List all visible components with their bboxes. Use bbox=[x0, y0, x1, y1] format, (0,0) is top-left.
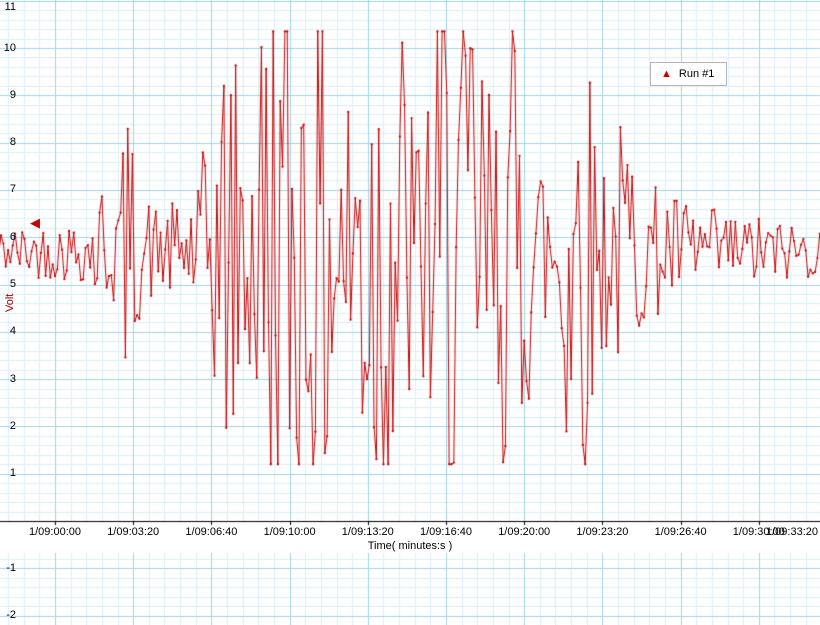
x-axis-title: Time( minutes:s ) bbox=[367, 540, 453, 552]
y-tick-label: 5 bbox=[9, 278, 16, 290]
x-tick-label: 1/09:03:20 bbox=[107, 526, 160, 538]
x-tick-label: 1/09:13:20 bbox=[341, 526, 394, 538]
axis-cursor-icon[interactable]: ◀ bbox=[30, 215, 40, 230]
x-tick-label: 1/09:33:20 bbox=[766, 526, 818, 538]
y-tick-label: 8 bbox=[9, 136, 16, 149]
y-tick-label: 10 bbox=[3, 41, 16, 54]
x-tick-label: 1/09:23:20 bbox=[576, 526, 629, 538]
y-tick-label: 3 bbox=[9, 372, 16, 385]
y-tick-label: 9 bbox=[9, 88, 16, 101]
y-tick-label: 7 bbox=[9, 183, 16, 196]
y-tick-label: 11 bbox=[4, 1, 16, 13]
x-tick-label: 1/09:06:40 bbox=[185, 526, 238, 538]
y-tick-label: 4 bbox=[9, 325, 16, 338]
x-tick-label: 1/09:26:40 bbox=[654, 526, 707, 538]
y-tick-label: 6 bbox=[9, 230, 16, 243]
y-tick-label: 1 bbox=[9, 467, 16, 480]
x-tick-label: 1/09:00:00 bbox=[29, 526, 81, 538]
y-tick-label: -1 bbox=[6, 561, 16, 574]
y-tick-label: 2 bbox=[9, 419, 16, 432]
x-tick-label: 1/09:16:40 bbox=[420, 526, 472, 538]
x-tick-label: 1/09:30:00 bbox=[732, 526, 785, 538]
legend: ▲ Run #1 bbox=[650, 62, 728, 86]
legend-triangle-icon: ▲ bbox=[661, 67, 672, 80]
y-tick-label: -2 bbox=[6, 609, 16, 622]
x-tick-label: 1/09:10:00 bbox=[263, 526, 316, 538]
x-tick-label: 1/09:20:00 bbox=[498, 526, 551, 538]
y-axis-title: Volt bbox=[4, 293, 16, 312]
legend-series-label: Run #1 bbox=[678, 68, 715, 80]
